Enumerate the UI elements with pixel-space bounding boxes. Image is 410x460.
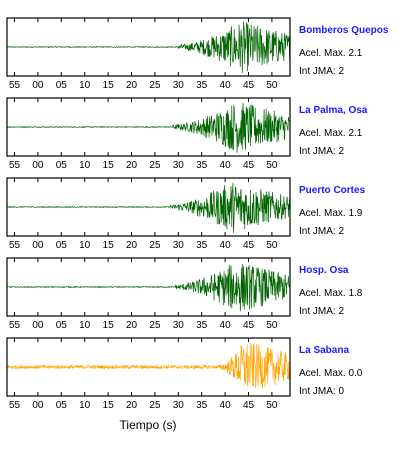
tick-label: 10 xyxy=(79,80,91,91)
tick-label: 10 xyxy=(79,400,91,411)
tick-label: 10 xyxy=(79,160,91,171)
tick-label: 15 xyxy=(103,320,115,331)
panel-frame xyxy=(6,177,291,237)
tick-label: 30 xyxy=(173,160,185,171)
tick-label: 05 xyxy=(56,400,68,411)
tick-label: 45 xyxy=(243,240,255,251)
tick-label: 25 xyxy=(149,160,161,171)
tick-label: 40 xyxy=(220,80,232,91)
tick-label: 15 xyxy=(103,240,115,251)
tick-label: 40 xyxy=(220,320,232,331)
tick-label: 55 xyxy=(9,80,21,91)
tick-label: 20 xyxy=(126,80,138,91)
tick-label: 45 xyxy=(243,160,255,171)
max-acceleration-label: Acel. Max. 2.1 xyxy=(299,128,363,139)
max-acceleration-label: Acel. Max. 0.0 xyxy=(299,368,363,379)
tick-label: 20 xyxy=(126,400,138,411)
tick-label: 20 xyxy=(126,160,138,171)
tick-label: 50 xyxy=(266,320,278,331)
tick-label: 00 xyxy=(32,320,44,331)
tick-label: 55 xyxy=(9,240,21,251)
tick-label: 30 xyxy=(173,400,185,411)
seismogram-panel: 55 00 05 10 15 20 25 30 35 40 45 50 La Palma, Osa Ace… xyxy=(6,97,368,171)
panel-frame xyxy=(6,97,291,157)
tick-label: 00 xyxy=(32,160,44,171)
tick-label: 10 xyxy=(79,320,91,331)
tick-label: 05 xyxy=(56,240,68,251)
jma-intensity-label: Int JMA: 2 xyxy=(299,146,344,157)
waveform-trace xyxy=(6,343,291,389)
tick-label: 10 xyxy=(79,240,91,251)
tick-label: 05 xyxy=(56,320,68,331)
tick-label: 05 xyxy=(56,80,68,91)
seismogram-panel: 55 00 05 10 15 20 25 30 35 40 45 50 Puerto Cortes Ace… xyxy=(6,177,366,251)
jma-intensity-label: Int JMA: 2 xyxy=(299,226,344,237)
panel-frame xyxy=(6,17,291,77)
jma-intensity-label: Int JMA: 2 xyxy=(299,66,344,77)
x-axis-title: Tiempo (s) xyxy=(120,418,177,432)
tick-label: 00 xyxy=(32,400,44,411)
tick-label: 30 xyxy=(173,240,185,251)
tick-label: 35 xyxy=(196,160,208,171)
tick-label: 45 xyxy=(243,80,255,91)
waveform-trace xyxy=(6,103,291,153)
tick-label: 45 xyxy=(243,400,255,411)
panel-frame xyxy=(6,257,291,317)
station-name: Hosp. Osa xyxy=(299,265,349,276)
tick-label: 35 xyxy=(196,400,208,411)
tick-label: 25 xyxy=(149,320,161,331)
tick-label: 20 xyxy=(126,320,138,331)
max-acceleration-label: Acel. Max. 2.1 xyxy=(299,48,363,59)
max-acceleration-label: Acel. Max. 1.8 xyxy=(299,288,363,299)
tick-label: 15 xyxy=(103,80,115,91)
tick-label: 30 xyxy=(173,320,185,331)
tick-label: 50 xyxy=(266,80,278,91)
station-name: Puerto Cortes xyxy=(299,185,366,196)
tick-label: 45 xyxy=(243,320,255,331)
tick-label: 35 xyxy=(196,240,208,251)
tick-label: 15 xyxy=(103,160,115,171)
tick-label: 15 xyxy=(103,400,115,411)
jma-intensity-label: Int JMA: 2 xyxy=(299,306,344,317)
waveform-trace xyxy=(6,263,291,312)
tick-label: 55 xyxy=(9,160,21,171)
tick-label: 50 xyxy=(266,400,278,411)
station-name: Bomberos Quepos xyxy=(299,25,389,36)
tick-label: 00 xyxy=(32,80,44,91)
waveform-trace xyxy=(6,21,291,73)
tick-label: 20 xyxy=(126,240,138,251)
tick-label: 55 xyxy=(9,400,21,411)
tick-label: 25 xyxy=(149,400,161,411)
station-name: La Sabana xyxy=(299,345,349,356)
seismogram-panel: 55 00 05 10 15 20 25 30 35 40 45 50 La Sabana Acel. M… xyxy=(6,337,363,411)
tick-label: 50 xyxy=(266,160,278,171)
tick-label: 40 xyxy=(220,240,232,251)
panel-frame xyxy=(6,337,291,397)
seismogram-panel: 55 00 05 10 15 20 25 30 35 40 45 50 Bomberos Quepos A… xyxy=(6,17,389,91)
tick-label: 05 xyxy=(56,160,68,171)
max-acceleration-label: Acel. Max. 1.9 xyxy=(299,208,363,219)
tick-label: 35 xyxy=(196,80,208,91)
station-name: La Palma, Osa xyxy=(299,105,368,116)
jma-intensity-label: Int JMA: 0 xyxy=(299,386,344,397)
waveform-trace xyxy=(6,182,291,233)
tick-label: 00 xyxy=(32,240,44,251)
seismogram-panel: 55 00 05 10 15 20 25 30 35 40 45 50 Hosp. Osa Acel. M… xyxy=(6,257,363,331)
tick-label: 40 xyxy=(220,400,232,411)
tick-label: 25 xyxy=(149,240,161,251)
tick-label: 50 xyxy=(266,240,278,251)
tick-label: 25 xyxy=(149,80,161,91)
tick-label: 35 xyxy=(196,320,208,331)
tick-label: 40 xyxy=(220,160,232,171)
tick-label: 30 xyxy=(173,80,185,91)
tick-label: 55 xyxy=(9,320,21,331)
